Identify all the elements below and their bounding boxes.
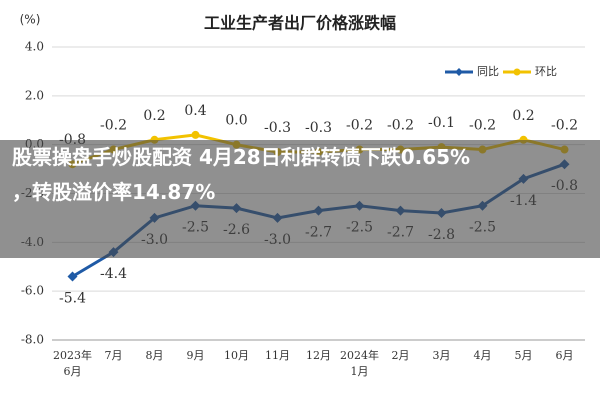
x-tick-label: 7月 xyxy=(104,349,123,362)
overlay-text: ，转股溢价率14.87% xyxy=(12,180,216,204)
x-tick: 12月 xyxy=(306,349,331,362)
y-tick-label: 2.0 xyxy=(25,88,44,102)
x-tick-label: 10月 xyxy=(224,349,249,362)
x-tick-label: 4月 xyxy=(473,349,492,362)
x-tick: 2月 xyxy=(391,349,410,362)
overlay-banner: 股票操盘手炒股配资 4月28日利群转债下跌0.65% ，转股溢价率14.87% xyxy=(0,140,600,258)
chart-title: 工业生产者出厂价格涨跌幅 xyxy=(204,14,396,33)
value-label: 0.2 xyxy=(512,108,534,124)
value-label: -0.2 xyxy=(387,118,414,134)
value-label: -4.4 xyxy=(100,266,127,282)
x-tick-label: 11月 xyxy=(265,349,290,362)
x-tick-label: 2024年1月 xyxy=(340,349,379,378)
x-tick: 4月 xyxy=(473,349,492,362)
x-tick: 2024年1月 xyxy=(340,349,379,378)
x-tick-label: 2023年6月 xyxy=(53,349,92,378)
x-tick-label: 8月 xyxy=(145,349,164,362)
x-tick-label: 12月 xyxy=(306,349,331,362)
x-tick-label: 5月 xyxy=(514,349,533,362)
legend-marker xyxy=(513,68,521,76)
x-tick: 11月 xyxy=(265,349,290,362)
legend-label: 同比 xyxy=(477,65,499,78)
x-tick: 2023年6月 xyxy=(53,349,92,378)
legend-label: 环比 xyxy=(535,65,557,78)
point xyxy=(191,130,200,139)
x-tick-label: 9月 xyxy=(186,349,205,362)
x-tick: 3月 xyxy=(432,349,451,362)
value-label: -0.3 xyxy=(305,120,332,136)
x-tick: 10月 xyxy=(224,349,249,362)
x-tick: 7月 xyxy=(104,349,123,362)
value-label: 0.0 xyxy=(225,113,247,129)
x-tick: 8月 xyxy=(145,349,164,362)
value-label: 0.2 xyxy=(143,108,165,124)
x-tick: 9月 xyxy=(186,349,205,362)
x-tick: 5月 xyxy=(514,349,533,362)
x-tick-label: 6月 xyxy=(555,349,574,362)
y-tick-label: -6.0 xyxy=(21,284,44,298)
overlay-text: 股票操盘手炒股配资 4月28日利群转债下跌0.65% xyxy=(12,145,471,169)
x-tick-label: 2月 xyxy=(391,349,410,362)
y-unit: (%) xyxy=(20,13,41,27)
legend-marker xyxy=(455,68,463,76)
x-tick: 6月 xyxy=(555,349,574,362)
value-label: -0.2 xyxy=(469,118,496,134)
value-label: -0.3 xyxy=(264,120,291,136)
y-tick-label: -8.0 xyxy=(21,333,44,347)
value-label: -0.1 xyxy=(428,115,455,131)
y-tick-label: 4.0 xyxy=(25,40,44,54)
x-tick-label: 3月 xyxy=(432,349,451,362)
value-label: -0.2 xyxy=(346,118,373,134)
value-label: 0.4 xyxy=(184,103,206,119)
value-label: -0.2 xyxy=(100,118,127,134)
point xyxy=(67,271,78,282)
value-label: -0.2 xyxy=(551,118,578,134)
value-label: -5.4 xyxy=(59,291,86,307)
